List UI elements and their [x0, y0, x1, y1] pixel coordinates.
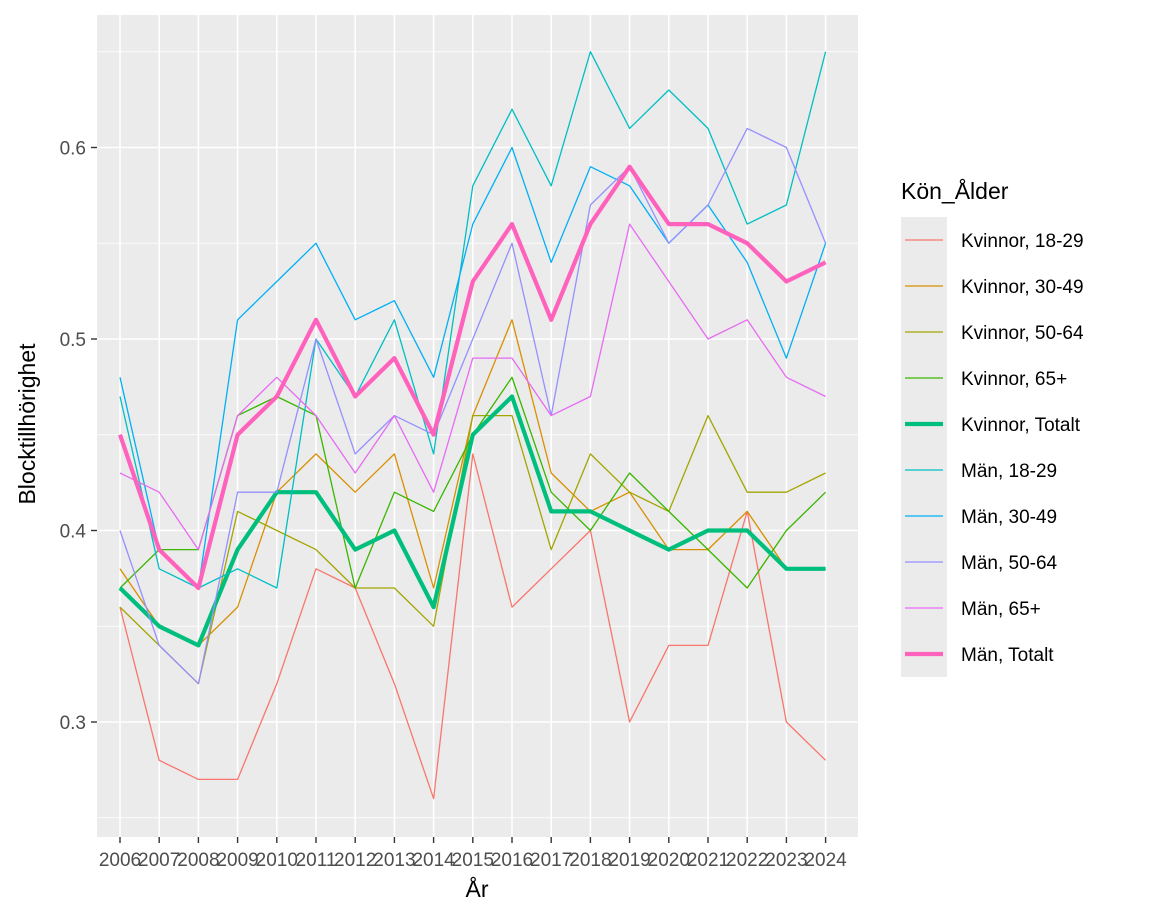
x-tick-label: 2008	[177, 850, 219, 871]
legend-label: Kvinnor, Totalt	[961, 415, 1081, 436]
x-tick-label: 2014	[412, 850, 455, 871]
x-axis: 2006200720082009201020112012201320142015…	[99, 837, 847, 871]
x-tick-label: 2015	[452, 850, 494, 871]
x-tick-label: 2007	[138, 850, 180, 871]
x-tick-label: 2016	[491, 850, 533, 871]
x-tick-label: 2012	[334, 850, 376, 871]
x-tick-label: 2011	[296, 850, 337, 871]
x-tick-label: 2019	[608, 850, 650, 871]
x-tick-label: 2021	[687, 850, 729, 871]
y-tick-label: 0.3	[60, 713, 86, 734]
series-line	[119, 453, 827, 800]
legend: Kön_Ålder Kvinnor, 18-29 Kvinnor, 30-49 Kv…	[901, 177, 1084, 677]
series-line	[119, 223, 826, 551]
x-tick-label: 2006	[99, 850, 141, 871]
legend-label: Män, 50-64	[961, 553, 1058, 574]
x-tick-label: 2024	[804, 850, 847, 871]
series-line	[118, 394, 826, 648]
y-tick-label: 0.6	[60, 139, 86, 160]
major-gridlines	[97, 15, 858, 837]
x-axis-title: År	[466, 875, 489, 902]
legend-label: Män, 18-29	[961, 461, 1057, 482]
series-line	[119, 127, 827, 685]
x-tick-label: 2023	[765, 850, 807, 871]
x-tick-label: 2020	[648, 850, 690, 871]
legend-label: Kvinnor, 18-29	[961, 231, 1084, 252]
legend-label: Kvinnor, 50-64	[961, 323, 1084, 344]
legend-label: Män, 65+	[961, 599, 1041, 620]
y-axis-title: Blocktillhörighet	[14, 343, 40, 505]
legend-label: Män, Totalt	[961, 645, 1054, 666]
legend-label: Kvinnor, 65+	[961, 369, 1067, 390]
legend-label: Män, 30-49	[961, 507, 1057, 528]
series-line	[119, 51, 827, 589]
x-tick-label: 2017	[530, 850, 572, 871]
series-lines	[118, 51, 827, 800]
x-tick-label: 2009	[216, 850, 258, 871]
legend-title: Kön_Ålder	[901, 177, 1009, 204]
x-tick-label: 2010	[256, 850, 298, 871]
x-tick-label: 2013	[373, 850, 415, 871]
y-tick-label: 0.5	[60, 330, 86, 351]
y-tick-label: 0.4	[60, 522, 87, 543]
series-line	[119, 414, 826, 685]
x-tick-label: 2018	[569, 850, 611, 871]
plot-panel	[97, 15, 858, 837]
series-line	[118, 164, 827, 591]
x-tick-label: 2022	[726, 850, 768, 871]
legend-label: Kvinnor, 30-49	[961, 277, 1084, 298]
y-axis: 0.3 0.4 0.5 0.6	[60, 139, 97, 734]
minor-gridlines	[97, 51, 858, 819]
